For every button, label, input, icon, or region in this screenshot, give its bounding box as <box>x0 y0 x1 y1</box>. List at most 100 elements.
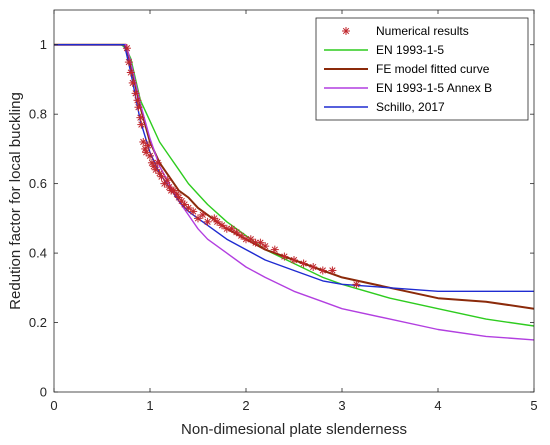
marker-stroke <box>228 225 235 232</box>
marker-stroke <box>204 218 211 225</box>
marker-stroke <box>140 138 147 146</box>
data-point <box>133 96 142 105</box>
legend-label: FE model fitted curve <box>376 62 490 76</box>
legend: Numerical results EN 1993-1-5 FE model fit… <box>315 17 529 121</box>
marker-stroke <box>342 27 350 35</box>
data-point <box>172 190 181 199</box>
marker-stroke <box>154 159 161 166</box>
marker-stroke <box>148 159 156 166</box>
data-point <box>128 78 137 87</box>
x-tick-label: 3 <box>338 398 345 413</box>
marker-stroke <box>137 114 144 121</box>
legend-label: Numerical results <box>376 24 469 38</box>
data-point <box>189 207 198 216</box>
data-point <box>131 89 140 98</box>
data-point <box>218 221 226 230</box>
x-tick-label: 0 <box>50 398 57 413</box>
data-point <box>246 235 255 244</box>
data-point <box>157 172 166 181</box>
marker-stroke <box>238 232 245 239</box>
marker-stroke <box>152 166 159 173</box>
data-point <box>261 242 270 251</box>
plot-frame <box>53 9 535 393</box>
x-tick-label: 1 <box>146 398 153 413</box>
marker-stroke <box>199 211 206 219</box>
data-point <box>194 214 202 223</box>
data-point <box>237 231 246 240</box>
data-point <box>352 280 361 289</box>
marker-stroke <box>353 281 360 288</box>
data-point <box>203 217 212 226</box>
data-point <box>270 245 279 254</box>
marker-stroke <box>271 246 278 253</box>
legend-label: EN 1993-1-5 Annex B <box>376 81 492 95</box>
data-point <box>153 158 162 167</box>
marker-stroke <box>164 177 171 184</box>
data-point <box>139 137 148 146</box>
marker-stroke <box>156 170 163 177</box>
ticks-layer: 0 1 2 3 4 5 0 0.2 0.4 0.6 0.8 1 <box>29 10 538 413</box>
data-point <box>299 259 308 268</box>
marker-stroke <box>211 215 218 222</box>
data-point <box>136 113 145 122</box>
marker-stroke <box>170 187 178 194</box>
data-point <box>280 252 289 261</box>
data-point <box>134 103 143 112</box>
marker-stroke <box>138 121 145 128</box>
data-point <box>213 217 222 226</box>
marker-stroke <box>242 236 250 243</box>
marker-stroke <box>290 256 298 264</box>
marker-stroke <box>129 79 136 87</box>
legend-label: Schillo, 2017 <box>376 100 445 114</box>
data-point <box>144 141 153 150</box>
data-point <box>146 151 154 160</box>
marker-stroke <box>175 194 182 201</box>
marker-stroke <box>281 253 288 260</box>
marker-stroke <box>144 142 152 149</box>
marker-stroke <box>233 229 240 236</box>
marker-stroke <box>123 45 131 52</box>
marker-stroke <box>185 204 192 212</box>
marker-stroke <box>127 69 134 76</box>
marker-stroke <box>262 242 269 250</box>
data-point <box>227 224 236 233</box>
marker-stroke <box>134 97 141 104</box>
series-layer <box>54 43 534 341</box>
data-point <box>184 203 193 212</box>
marker-stroke <box>214 218 221 225</box>
y-tick-label: 0 <box>40 385 47 400</box>
data-point <box>122 44 131 53</box>
data-point <box>126 68 135 77</box>
marker-stroke <box>125 58 133 66</box>
data-point <box>198 210 207 219</box>
marker-stroke <box>310 263 317 271</box>
marker-stroke <box>143 149 150 156</box>
series-line-1 <box>54 44 534 327</box>
x-tick-label: 4 <box>434 398 441 413</box>
data-point <box>242 235 250 244</box>
legend-marker <box>342 27 350 35</box>
data-point <box>232 228 241 237</box>
marker-stroke <box>247 236 254 243</box>
marker-stroke <box>178 197 185 205</box>
marker-stroke <box>218 222 226 229</box>
data-point <box>318 266 327 275</box>
y-tick-label: 0.6 <box>29 176 47 191</box>
x-tick-label: 2 <box>242 398 249 413</box>
data-point <box>309 262 318 271</box>
marker-stroke <box>135 104 142 111</box>
marker-stroke <box>252 239 259 246</box>
y-tick-label: 0.4 <box>29 246 47 261</box>
x-tick-label: 5 <box>530 398 537 413</box>
marker-stroke <box>300 260 307 267</box>
marker-stroke <box>223 225 230 232</box>
legend-label: EN 1993-1-5 <box>376 43 444 57</box>
data-point <box>290 256 298 265</box>
marker-stroke <box>146 152 154 160</box>
marker-stroke <box>132 90 139 97</box>
data-point <box>163 176 172 185</box>
data-point <box>328 266 337 275</box>
y-tick-label: 0.2 <box>29 315 47 330</box>
data-point <box>124 58 133 67</box>
